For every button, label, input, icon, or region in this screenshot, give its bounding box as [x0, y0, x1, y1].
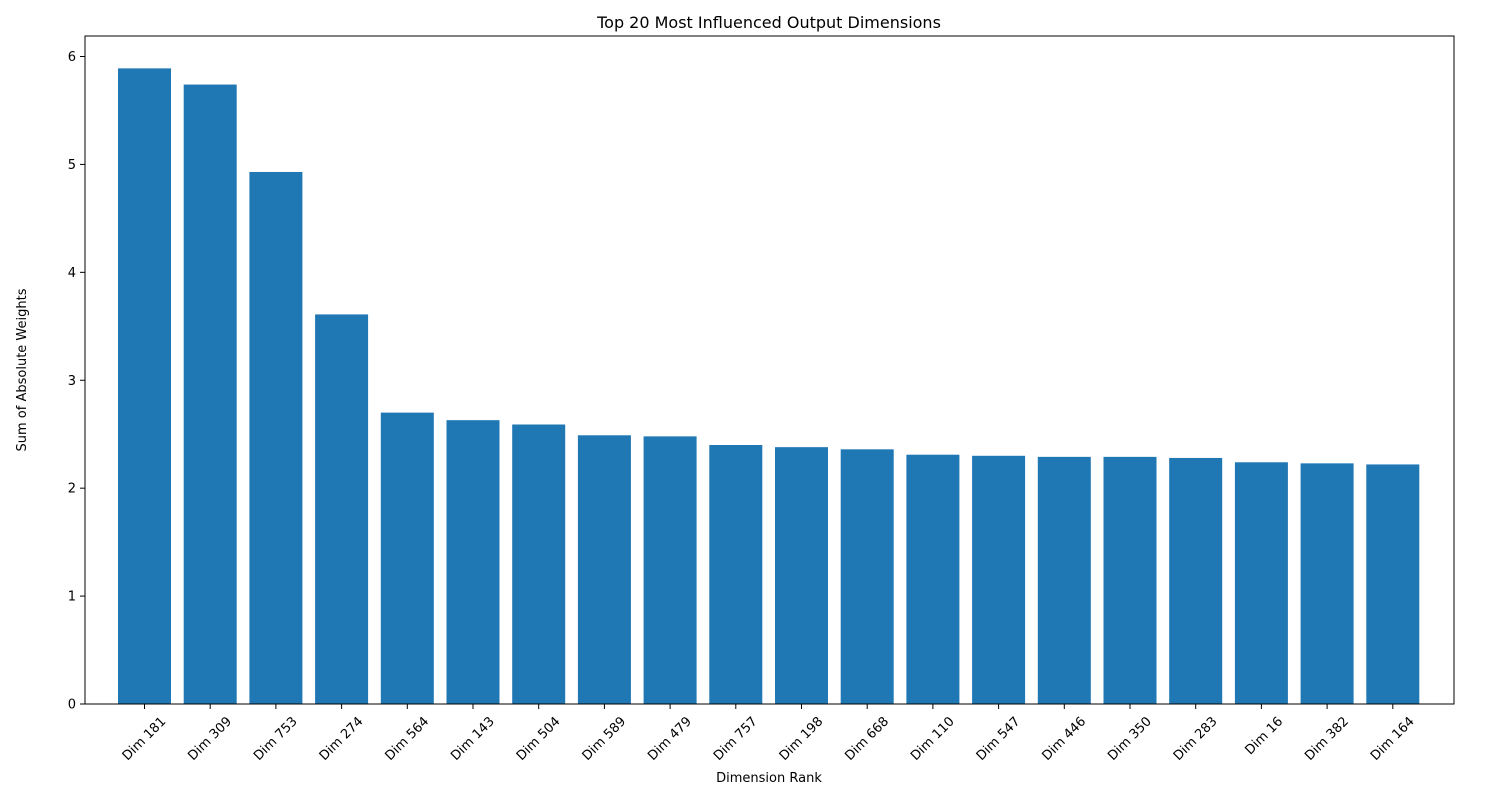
bar: [972, 455, 1026, 704]
x-tick-label: Dim 143: [448, 714, 498, 764]
x-tick-label: Dim 198: [777, 714, 827, 764]
x-tick-label: Dim 504: [514, 714, 564, 764]
x-tick-label: Dim 564: [382, 714, 432, 764]
bar: [643, 436, 697, 704]
bar: [183, 84, 237, 704]
y-tick-label: 5: [68, 158, 76, 173]
bar: [1103, 456, 1157, 704]
bar: [315, 314, 369, 704]
bar: [1169, 457, 1223, 704]
x-tick-label: Dim 283: [1171, 714, 1221, 764]
y-tick-label: 3: [68, 374, 76, 389]
x-tick-label: Dim 668: [842, 714, 892, 764]
bar: [249, 171, 303, 705]
bar: [775, 447, 828, 704]
x-tick-label: Dim 757: [711, 714, 761, 764]
y-tick-label: 6: [68, 50, 76, 65]
y-axis-ticks: 0 1 2 3 4 5 6: [68, 50, 85, 713]
bar: [1234, 462, 1288, 704]
bar: [1037, 456, 1091, 704]
x-tick-label: Dim 16: [1242, 714, 1286, 758]
x-tick-label: Dim 164: [1368, 714, 1418, 764]
bar: [380, 412, 434, 704]
x-tick-label: Dim 309: [185, 714, 235, 764]
bar: [577, 435, 631, 704]
x-tick-label: Dim 382: [1302, 714, 1352, 764]
x-tick-label: Dim 110: [908, 714, 958, 764]
x-tick-label: Dim 446: [1039, 714, 1089, 764]
x-tick-label: Dim 589: [580, 714, 630, 764]
y-axis-label: Sum of Absolute Weights: [15, 288, 30, 451]
chart-title: Top 20 Most Influenced Output Dimensions: [596, 13, 941, 32]
bar: [446, 420, 500, 704]
x-tick-label: Dim 274: [317, 714, 367, 764]
x-axis-label: Dimension Rank: [716, 771, 822, 786]
bar: [840, 449, 894, 704]
bar: [709, 445, 763, 704]
x-tick-label: Dim 547: [974, 714, 1024, 764]
x-tick-label: Dim 181: [120, 714, 170, 764]
y-tick-label: 0: [68, 698, 76, 713]
x-tick-label: Dim 350: [1105, 714, 1155, 764]
bar: [906, 454, 960, 704]
y-tick-label: 4: [68, 266, 76, 281]
bar: [1366, 464, 1420, 704]
y-tick-label: 2: [68, 482, 76, 497]
bar: [512, 424, 566, 704]
bar: [1300, 463, 1354, 704]
x-axis-ticks: Dim 181 Dim 309 Dim 753 Dim 274 Dim 564 Dim 1…: [120, 704, 1418, 764]
x-tick-label: Dim 753: [251, 714, 301, 764]
bar: [118, 68, 171, 705]
y-tick-label: 1: [68, 590, 76, 605]
plot-frame: [84, 35, 1455, 705]
x-tick-label: Dim 479: [645, 714, 695, 764]
bars-group: [118, 68, 1420, 705]
